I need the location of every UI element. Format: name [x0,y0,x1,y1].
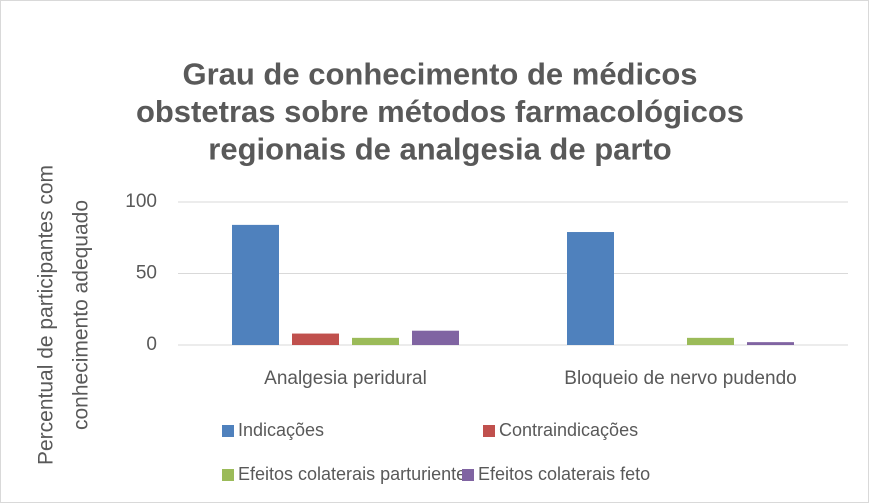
bar [292,333,339,345]
bar [687,337,734,345]
bar [232,224,279,345]
bar [567,232,614,345]
y-tick-label: 100 [125,191,157,212]
y-tick-label: 50 [136,263,157,284]
y-axis-label: Percentual de participantes com conhecime… [34,165,92,465]
y-tick-label: 0 [146,334,157,355]
x-tick-label: Analgesia peridural [264,368,427,389]
legend-label: Contraindicações [499,420,638,440]
legend-label: Efeitos colaterais feto [478,464,650,484]
bar [747,342,794,345]
chart-title: Grau de conhecimento de médicos obstetras… [136,57,744,167]
legend-swatch [222,425,234,437]
bar [412,330,459,345]
legend-label: Efeitos colaterais parturiente [238,464,466,484]
legend-swatch [222,469,234,481]
legend-swatch [462,469,474,481]
legend-swatch [483,425,495,437]
x-tick-label: Bloqueio de nervo pudendo [564,368,796,389]
legend-label: Indicações [238,420,324,440]
bar [352,337,399,345]
